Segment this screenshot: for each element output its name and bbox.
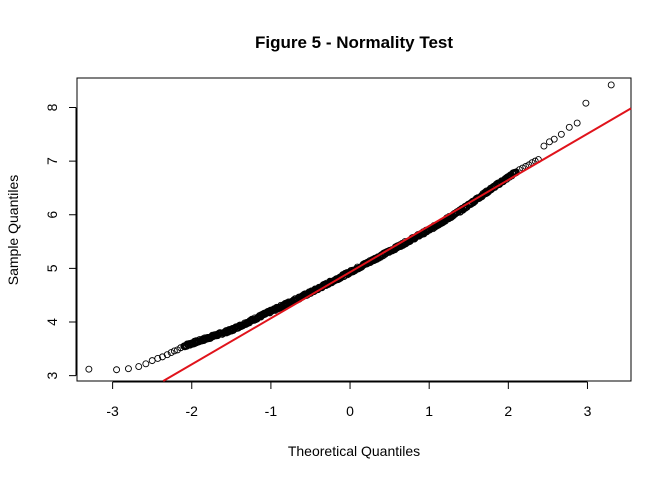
qq-reference-line	[162, 107, 632, 382]
data-point	[557, 130, 565, 138]
data-point	[163, 351, 171, 359]
points-layer	[85, 81, 615, 374]
data-point	[573, 119, 581, 127]
y-tick-label: 3	[44, 372, 60, 380]
data-point	[167, 349, 175, 357]
y-axis: 3 4 5 6 7 8	[44, 103, 77, 380]
x-tick-label: 1	[425, 403, 433, 419]
x-axis: -3 -2 -1 0 1 2 3	[106, 381, 592, 419]
data-point	[135, 363, 143, 370]
x-axis-label: Theoretical Quantiles	[288, 443, 420, 459]
y-tick-label: 4	[44, 318, 60, 326]
y-tick-label: 8	[44, 103, 60, 111]
data-point	[142, 360, 150, 368]
x-tick-label: -3	[106, 403, 119, 419]
y-tick-label: 6	[44, 211, 60, 219]
data-point	[124, 365, 132, 373]
plot-frame	[76, 77, 632, 382]
x-tick-label: 2	[504, 403, 512, 419]
chart-title: Figure 5 - Normality Test	[255, 33, 453, 52]
data-point	[607, 81, 615, 89]
y-axis-label: Sample Quantiles	[5, 175, 21, 286]
y-tick-label: 5	[44, 264, 60, 272]
data-point	[550, 135, 558, 143]
y-tick-label: 7	[44, 157, 60, 165]
data-point	[540, 142, 548, 150]
qq-line-layer	[162, 107, 632, 382]
data-point	[565, 123, 573, 131]
data-point	[154, 355, 162, 362]
x-tick-label: 3	[584, 403, 592, 419]
x-tick-label: -1	[265, 403, 278, 419]
x-tick-label: -2	[186, 403, 199, 419]
x-tick-label: 0	[346, 403, 354, 419]
data-point	[113, 366, 121, 374]
data-point	[582, 99, 590, 107]
data-point	[170, 347, 178, 355]
data-point	[85, 365, 93, 373]
